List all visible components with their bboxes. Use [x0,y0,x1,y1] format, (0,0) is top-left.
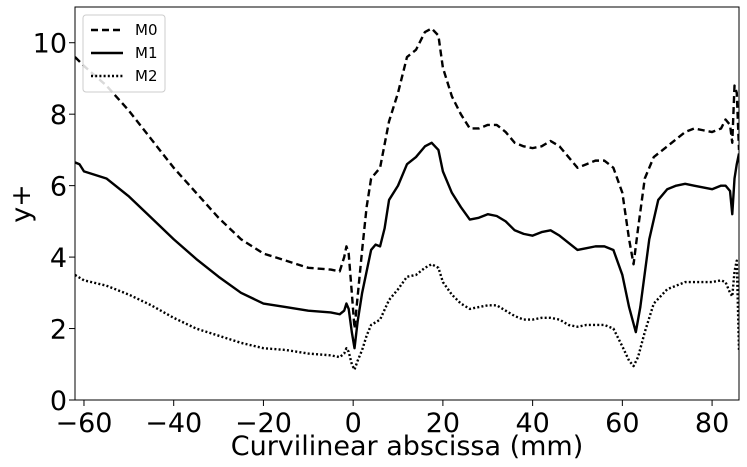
x-axis-ticks: −60 −40 −20 0 20 40 60 80 [55,400,729,439]
x-tick-label: 40 [515,408,549,439]
series-line-m2 [75,259,739,371]
y-tick-label: 2 [50,315,67,346]
legend-label-m1: M1 [135,44,158,62]
legend-label-m0: M0 [135,21,158,39]
series-line-m1 [75,141,739,350]
y-tick-label: 4 [50,243,67,274]
x-tick-label: 20 [426,408,460,439]
series-line-m0 [75,27,739,330]
legend-label-m2: M2 [135,67,158,85]
legend: M0 M1 M2 [82,14,166,93]
y-tick-label: 0 [50,386,67,417]
x-tick-label: −60 [55,408,112,439]
y-tick-label: 6 [50,172,67,203]
y-axis-ticks: 0 2 4 6 8 10 [33,29,75,417]
x-axis-label: Curvilinear abscissa (mm) [231,431,584,462]
x-tick-label: −40 [145,408,202,439]
x-tick-label: 0 [345,408,362,439]
x-tick-label: −20 [235,408,292,439]
plot-frame [74,6,740,401]
series-layer [75,27,739,371]
x-tick-label: 60 [605,408,639,439]
y-axis-label: y+ [6,184,37,223]
y-tick-label: 8 [50,100,67,131]
y-tick-label: 10 [33,29,67,60]
legend-box [82,14,166,93]
x-tick-label: 80 [695,408,729,439]
